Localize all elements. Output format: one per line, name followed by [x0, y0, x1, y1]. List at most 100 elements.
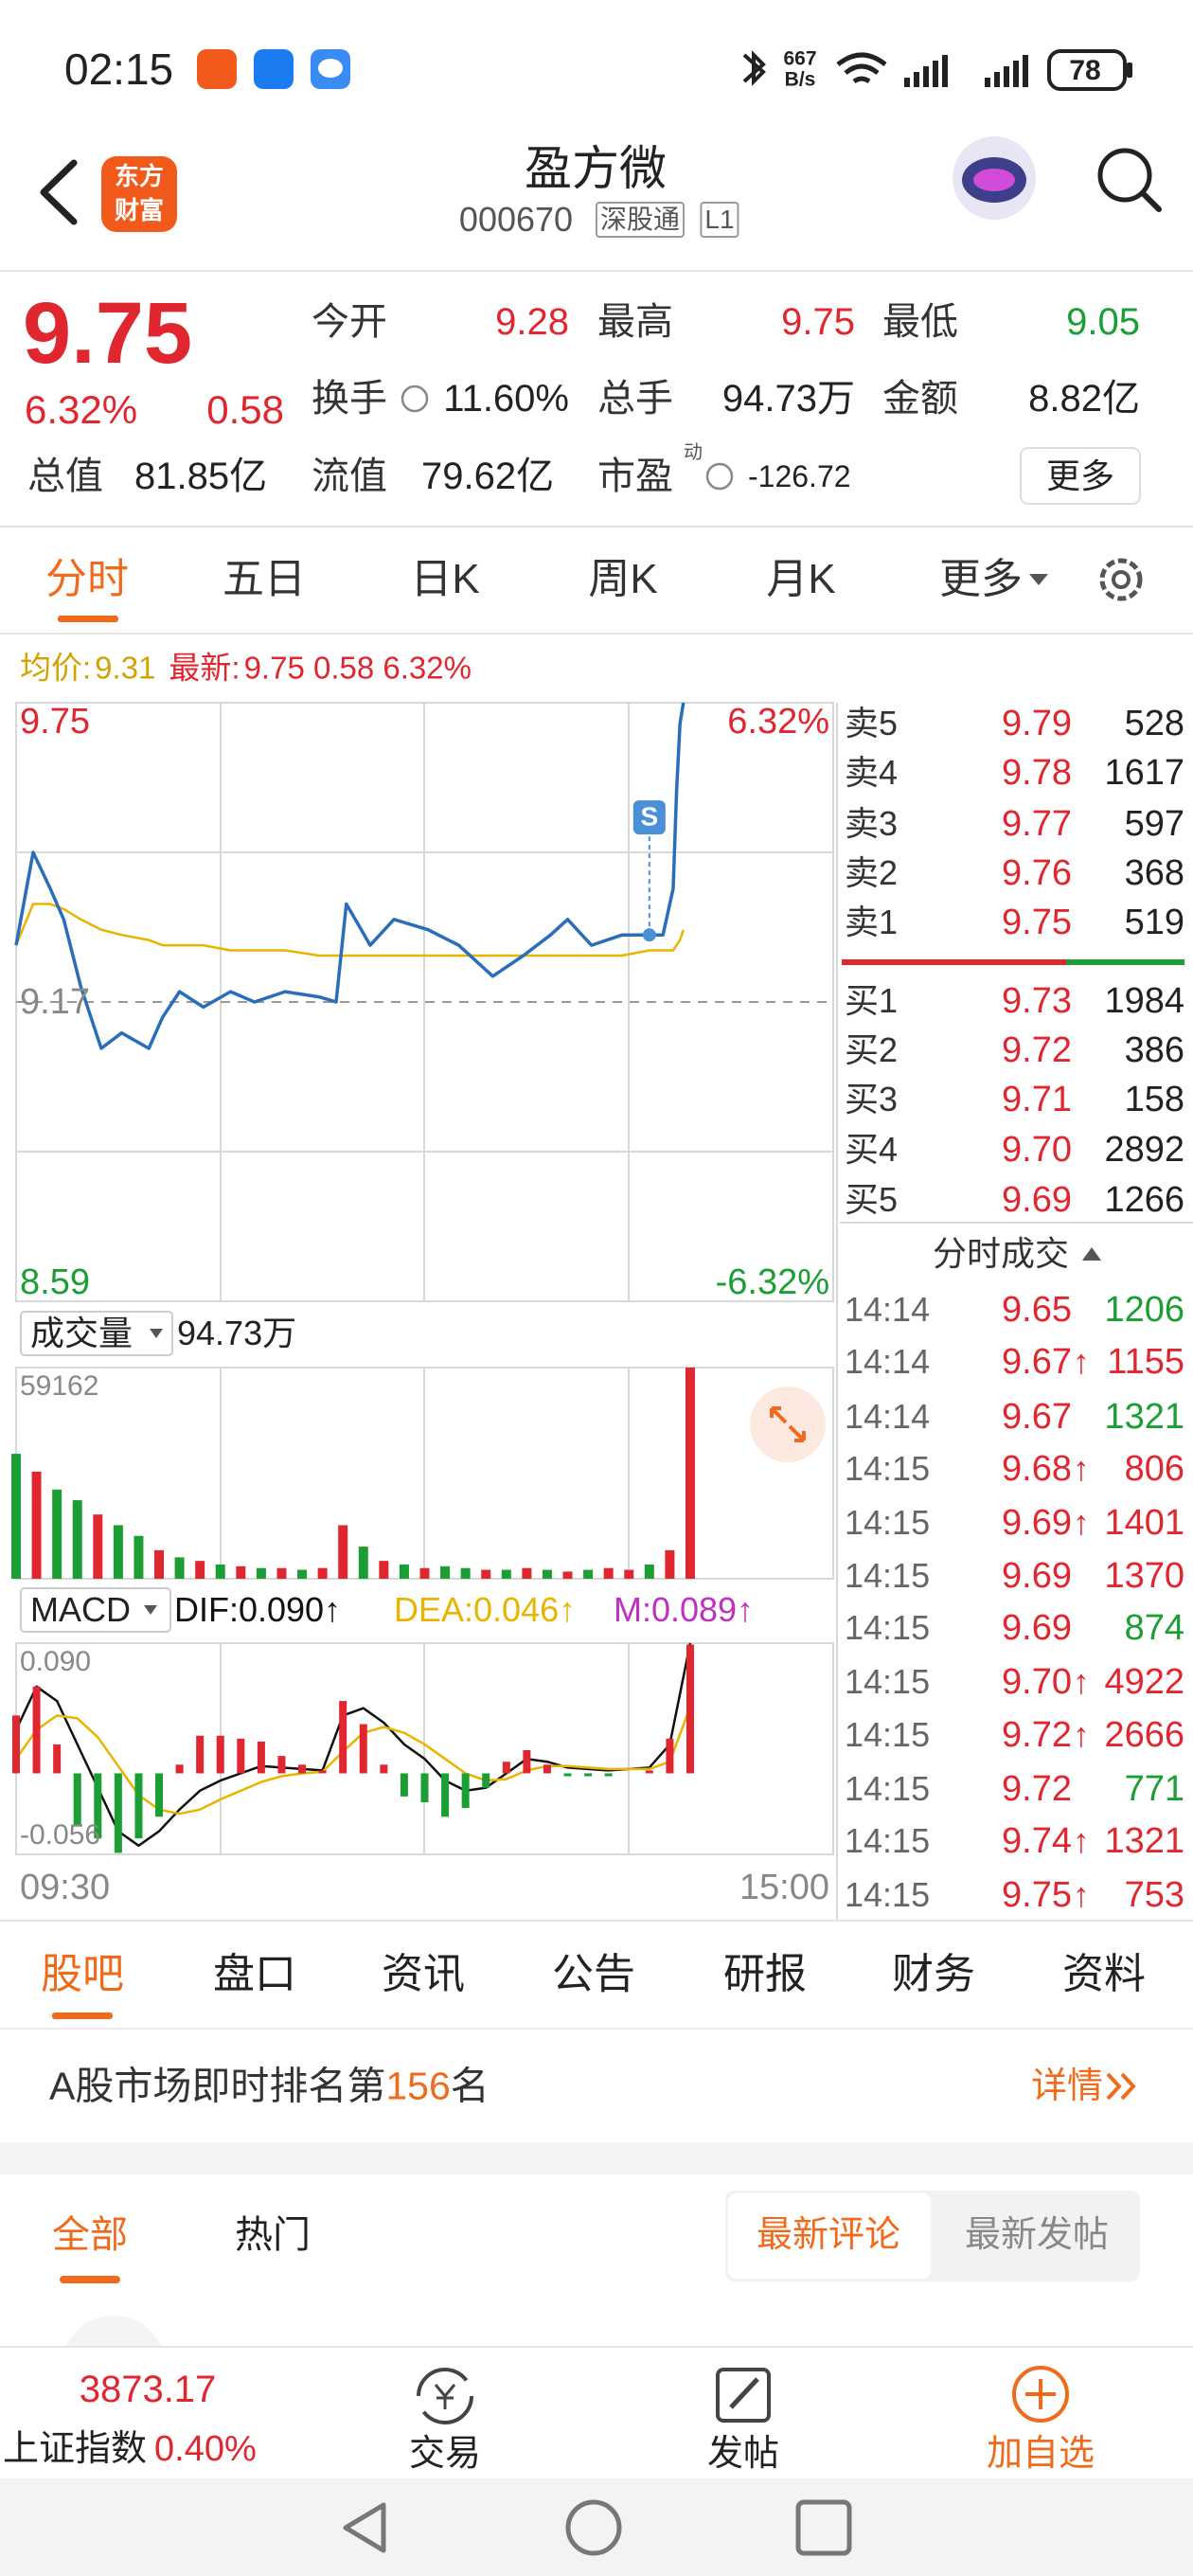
- macd-bar: [686, 1644, 694, 1774]
- volume-bar: [460, 1567, 471, 1579]
- settings-button[interactable]: [1099, 558, 1143, 601]
- sort-active: [726, 2191, 933, 2281]
- trade-volume: 1321: [1104, 1397, 1184, 1437]
- app-icon: [197, 49, 237, 89]
- sort-button[interactable]: 最新评论: [756, 2215, 901, 2255]
- macd-bar: [277, 1756, 286, 1774]
- section-tab[interactable]: 资料: [1062, 1951, 1146, 1997]
- trade-time: 14:15: [845, 1449, 931, 1488]
- details-link[interactable]: 详情: [1030, 2066, 1103, 2106]
- legend-entry: M:0.089↑: [614, 1590, 755, 1629]
- field-label: 换手: [312, 378, 387, 420]
- book-divider-ask: [842, 959, 1066, 965]
- volume-bar: [215, 1564, 225, 1579]
- info-icon[interactable]: [705, 462, 734, 491]
- field-value: 8.82亿: [1028, 378, 1140, 420]
- trade-time: 14:15: [845, 1503, 931, 1542]
- wifi-icon: [836, 52, 887, 84]
- indicator-selector[interactable]: [20, 1587, 171, 1633]
- dropdown-arrow: [150, 1329, 163, 1338]
- trade-arrow: ↑: [1073, 1715, 1090, 1754]
- macd-bar: [237, 1738, 245, 1774]
- macd-bar: [114, 1773, 122, 1853]
- trade-price: 9.67: [1002, 1397, 1072, 1437]
- expand-icon: [770, 1406, 806, 1442]
- trade-time: 14:15: [845, 1556, 931, 1595]
- action-button[interactable]: 交易: [408, 2434, 482, 2474]
- app-icon: [254, 49, 294, 89]
- book-label: 买4: [845, 1130, 899, 1169]
- section-tab[interactable]: 公告: [552, 1951, 635, 1997]
- legend-value: 9.31: [95, 650, 156, 686]
- annotation-point: [642, 928, 656, 942]
- chart-tab[interactable]: 周K: [588, 556, 658, 602]
- book-price: 9.73: [1002, 981, 1072, 1021]
- section-tab[interactable]: 盘口: [213, 1951, 296, 1997]
- book-label: 卖1: [845, 903, 899, 941]
- section-tab[interactable]: 资讯: [382, 1951, 465, 1997]
- legend-value: 9.75 0.58 6.32%: [243, 650, 472, 686]
- more-button-label[interactable]: 更多: [1045, 456, 1115, 495]
- back-button[interactable]: [40, 159, 78, 225]
- volume-bar: [583, 1569, 594, 1579]
- trade-time: 14:15: [845, 1608, 931, 1647]
- volume-bar: [481, 1569, 491, 1579]
- y2-tick-label: 6.32%: [727, 702, 829, 742]
- book-label: 卖4: [845, 753, 899, 792]
- nav-home[interactable]: [565, 2499, 622, 2556]
- field-label: 最低: [882, 301, 958, 343]
- chart-tab[interactable]: 分时: [45, 556, 129, 602]
- y-tick-label: 9.75: [20, 702, 90, 742]
- section-tab[interactable]: 股吧: [41, 1951, 124, 1997]
- nav-back[interactable]: [343, 2502, 386, 2553]
- book-price: 9.70: [1002, 1130, 1072, 1170]
- ranking-number: 156: [385, 2064, 451, 2108]
- macd-bar: [441, 1773, 450, 1817]
- macd-bar: [32, 1686, 41, 1774]
- field-label: 金额: [882, 378, 958, 420]
- macd-bar: [645, 1770, 653, 1774]
- nav-recent[interactable]: [795, 2499, 852, 2556]
- section-tab[interactable]: 财务: [892, 1951, 975, 1997]
- volume-bar: [174, 1557, 185, 1579]
- trade-volume: 1155: [1107, 1342, 1184, 1382]
- info-icon[interactable]: [401, 385, 429, 413]
- book-volume: 2892: [1104, 1130, 1184, 1170]
- tag: L1: [700, 202, 739, 238]
- chart-tab[interactable]: 五日: [223, 556, 306, 602]
- trades-title[interactable]: 分时成交: [932, 1234, 1070, 1273]
- field-label: 总手: [597, 378, 673, 420]
- feed-tab[interactable]: 热门: [235, 2214, 311, 2256]
- trade-volume: 1401: [1104, 1503, 1184, 1543]
- y-tick-label: 0.090: [20, 1646, 92, 1677]
- expand-button[interactable]: [750, 1386, 826, 1462]
- chevron: [1106, 2072, 1136, 2101]
- more-button[interactable]: [1020, 447, 1141, 505]
- chart-tab[interactable]: 月K: [766, 556, 836, 602]
- section-tab[interactable]: 研报: [723, 1951, 807, 1997]
- indicator-name[interactable]: MACD: [30, 1590, 131, 1629]
- trade-volume: 2666: [1104, 1715, 1184, 1755]
- chart-tab[interactable]: 日K: [410, 556, 480, 602]
- book-price: 9.75: [1002, 903, 1072, 942]
- action-button[interactable]: 发帖: [706, 2434, 780, 2474]
- book-volume: 158: [1124, 1080, 1184, 1119]
- feed-tab[interactable]: 全部: [52, 2214, 128, 2256]
- post-icon: [716, 2368, 771, 2423]
- volume-bar: [419, 1567, 430, 1579]
- field-label: 最高: [597, 301, 673, 343]
- trade-time: 14:14: [845, 1342, 931, 1381]
- volume-bar: [276, 1567, 287, 1579]
- trade-time: 14:15: [845, 1821, 931, 1860]
- macd-bar: [359, 1724, 367, 1774]
- volume-bar: [603, 1567, 614, 1579]
- indicator-name[interactable]: 成交量: [30, 1314, 134, 1352]
- chart-tab[interactable]: 更多: [939, 556, 1023, 602]
- indicator-selector[interactable]: [20, 1311, 173, 1356]
- action-button[interactable]: 加自选: [986, 2434, 1095, 2474]
- tag: 深股通: [595, 202, 686, 238]
- sort-button[interactable]: 最新发帖: [964, 2215, 1110, 2255]
- search-button[interactable]: [1097, 148, 1152, 203]
- book-label: 买1: [845, 981, 899, 1020]
- volume-bar: [134, 1535, 144, 1579]
